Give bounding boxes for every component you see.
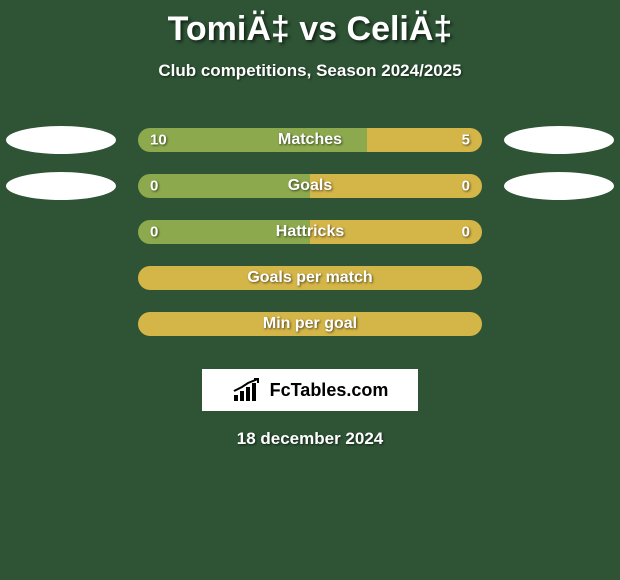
stat-label: Min per goal <box>263 315 357 333</box>
stat-bar-left: 0 <box>138 174 310 198</box>
stat-full-bar: Min per goal <box>138 312 482 336</box>
player-left-ellipse <box>6 172 116 200</box>
stat-bargroup: 0 0 Hattricks <box>138 220 482 244</box>
stat-full-bar: Goals per match <box>138 266 482 290</box>
stat-value-left: 0 <box>150 224 158 241</box>
player-left-ellipse <box>6 126 116 154</box>
bar-chart-icon <box>232 377 264 403</box>
stat-row: 0 0 Hattricks <box>0 209 620 255</box>
stat-value-right: 0 <box>462 178 470 195</box>
comparison-subtitle: Club competitions, Season 2024/2025 <box>0 61 620 81</box>
comparison-title: TomiÄ‡ vs CeliÄ‡ <box>0 0 620 49</box>
stat-label: Goals per match <box>247 269 372 287</box>
logo-text: FcTables.com <box>270 380 389 401</box>
logo-box: FcTables.com <box>202 369 418 411</box>
stat-label: Goals <box>288 177 332 195</box>
stat-value-left: 10 <box>150 132 167 149</box>
player-right-ellipse <box>504 126 614 154</box>
stat-value-right: 0 <box>462 224 470 241</box>
stat-bar-right: 0 <box>310 174 482 198</box>
stat-label: Hattricks <box>276 223 344 241</box>
stat-bargroup: 10 5 Matches <box>138 128 482 152</box>
stat-row: 0 0 Goals <box>0 163 620 209</box>
date-label: 18 december 2024 <box>0 429 620 449</box>
stat-bar-right: 5 <box>367 128 482 152</box>
stat-rows: 10 5 Matches 0 0 Goals 0 0 Hattricks Goals per ma… <box>0 117 620 347</box>
stat-bargroup: 0 0 Goals <box>138 174 482 198</box>
stat-row: Min per goal <box>0 301 620 347</box>
stat-bargroup: Min per goal <box>138 312 482 336</box>
stat-row: 10 5 Matches <box>0 117 620 163</box>
player-right-ellipse <box>504 172 614 200</box>
stat-bargroup: Goals per match <box>138 266 482 290</box>
stat-label: Matches <box>278 131 342 149</box>
stat-value-right: 5 <box>462 132 470 149</box>
stat-value-left: 0 <box>150 178 158 195</box>
stat-row: Goals per match <box>0 255 620 301</box>
